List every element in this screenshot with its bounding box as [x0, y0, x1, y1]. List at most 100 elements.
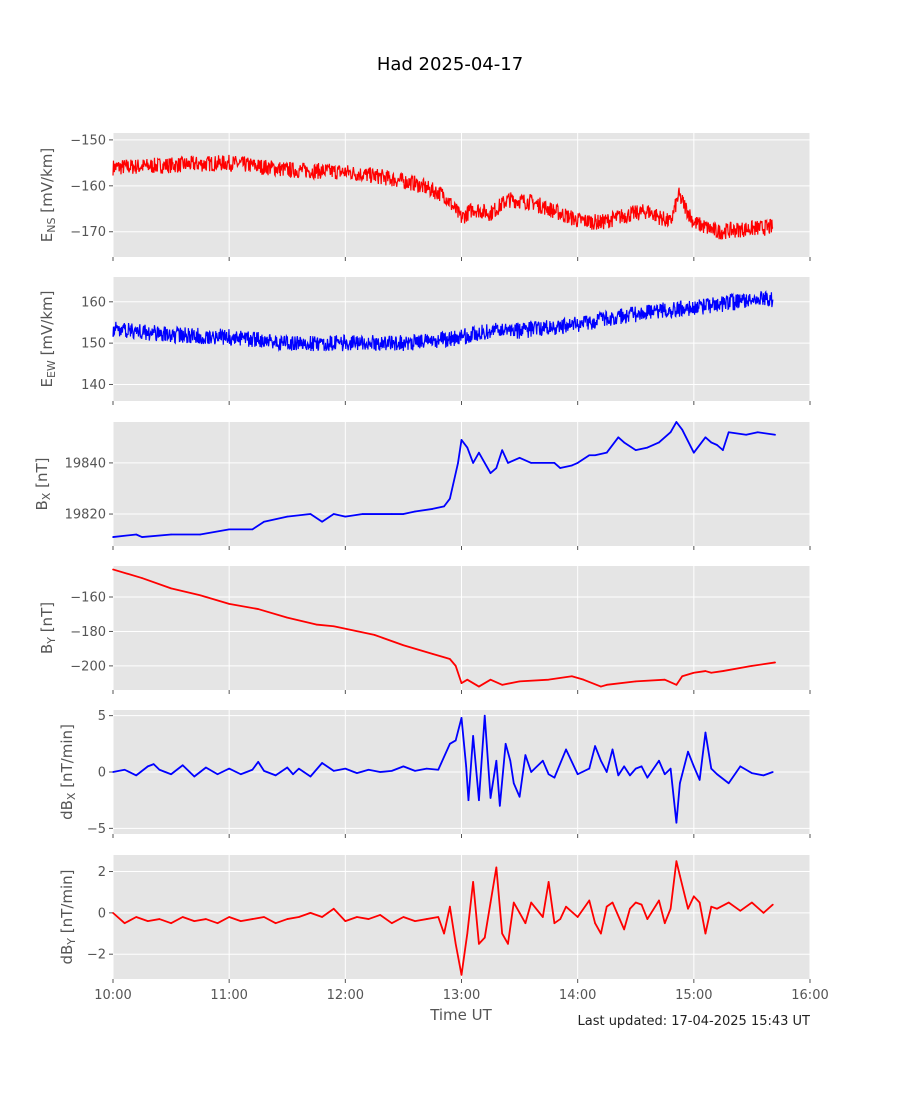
data-point [518, 456, 521, 459]
series-trace [112, 154, 774, 240]
data-point [332, 625, 335, 628]
data-point [466, 932, 469, 935]
data-point [588, 899, 591, 902]
figure-title: Had 2025-04-17 [377, 54, 523, 75]
data-point [727, 901, 730, 904]
data-point [123, 922, 126, 924]
data-point [634, 901, 637, 904]
data-point [623, 765, 625, 768]
series-line [112, 421, 776, 538]
data-point [611, 748, 614, 751]
data-point [472, 881, 474, 883]
data-point [745, 433, 747, 436]
data-point [489, 472, 492, 474]
data-point [478, 685, 480, 688]
data-point [704, 670, 707, 672]
y-tick-label: −160 [70, 591, 106, 606]
data-point [379, 771, 381, 773]
data-point [634, 449, 637, 451]
data-point [553, 776, 556, 779]
data-point [449, 905, 451, 908]
data-point [594, 454, 596, 457]
data-point [367, 918, 370, 920]
x-tick-label: 13:00 [443, 988, 480, 1003]
data-point [611, 901, 614, 904]
y-tick-label: 19820 [65, 508, 106, 523]
data-point [454, 665, 457, 667]
data-point [600, 932, 602, 935]
data-point [112, 568, 114, 571]
data-point [391, 513, 393, 515]
data-point [727, 431, 730, 434]
data-point [321, 520, 323, 523]
data-point [675, 421, 678, 423]
series [112, 290, 774, 352]
data-point [135, 916, 138, 918]
data-point [594, 922, 596, 924]
data-point [356, 916, 358, 918]
data-point [158, 768, 161, 771]
data-point [565, 748, 567, 751]
data-point [263, 916, 265, 918]
data-point [530, 901, 532, 904]
data-point [443, 656, 445, 659]
data-point [251, 768, 254, 771]
data-point [135, 774, 138, 777]
data-point [559, 918, 562, 920]
data-point [239, 773, 242, 776]
data-point [467, 799, 470, 801]
data-point [123, 768, 126, 771]
data-point [216, 922, 219, 924]
data-point [257, 608, 260, 610]
data-point [391, 770, 393, 772]
y-tick-label: 2 [98, 865, 106, 880]
data-point [501, 932, 503, 935]
data-point [449, 497, 451, 500]
y-tick-label: −170 [70, 225, 106, 240]
data-point [679, 782, 681, 785]
data-point [170, 773, 172, 776]
data-point [553, 462, 556, 464]
data-point [716, 907, 718, 910]
data-point [634, 767, 637, 770]
data-point [112, 536, 114, 538]
data-point [582, 678, 585, 681]
data-point [193, 775, 196, 778]
data-point [298, 916, 300, 918]
data-point [687, 750, 689, 753]
panel-2: 160 150 140 EEW [mV/km] [38, 277, 811, 405]
data-point [460, 682, 463, 684]
data-point [518, 912, 521, 914]
data-point [658, 441, 660, 444]
data-point [495, 866, 498, 869]
data-point [710, 671, 713, 674]
data-point [391, 922, 393, 924]
data-point [762, 912, 765, 914]
data-point [228, 603, 230, 605]
data-point [681, 675, 684, 678]
data-point [228, 916, 230, 918]
data-point [646, 918, 649, 920]
data-point [751, 901, 753, 904]
data-point [524, 922, 527, 924]
data-point [465, 765, 467, 768]
data-point [518, 680, 521, 683]
data-point [716, 444, 718, 446]
data-point [315, 623, 318, 626]
data-point [483, 936, 486, 939]
data-point [181, 916, 184, 918]
data-point [669, 907, 672, 910]
y-tick-label: 160 [81, 295, 106, 310]
data-point [710, 441, 713, 444]
data-point [588, 454, 591, 457]
data-point [669, 431, 672, 434]
data-point [263, 520, 265, 523]
data-point [501, 449, 503, 451]
data-point [646, 776, 649, 779]
data-point [286, 515, 289, 518]
data-point [698, 779, 701, 781]
data-point [460, 439, 463, 441]
data-point [629, 907, 631, 910]
data-point [576, 773, 579, 776]
